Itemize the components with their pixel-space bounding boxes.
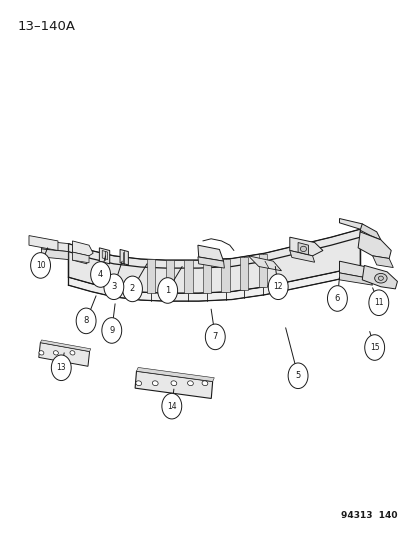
Text: 1: 1 [165,286,170,295]
Polygon shape [248,256,281,271]
Polygon shape [40,340,90,351]
Circle shape [327,286,347,311]
Polygon shape [297,243,308,255]
Circle shape [90,262,110,287]
Circle shape [287,363,307,389]
Text: 10: 10 [36,261,45,270]
Text: 2: 2 [130,285,135,293]
Text: 13–140A: 13–140A [17,20,75,33]
Polygon shape [68,229,359,293]
Text: 3: 3 [111,282,116,291]
Polygon shape [72,252,87,264]
Polygon shape [72,252,89,263]
Polygon shape [339,261,376,278]
Ellipse shape [202,381,207,386]
Polygon shape [289,251,314,262]
Circle shape [157,278,177,303]
Text: 9: 9 [109,326,114,335]
Polygon shape [289,237,322,256]
Polygon shape [147,260,155,293]
Circle shape [161,393,181,419]
Circle shape [104,274,123,300]
Circle shape [364,335,384,360]
Polygon shape [39,343,89,366]
Polygon shape [136,367,214,382]
Ellipse shape [171,381,176,386]
Polygon shape [197,245,223,261]
Polygon shape [357,232,390,259]
Polygon shape [165,260,173,293]
Ellipse shape [135,381,141,386]
Polygon shape [68,266,359,301]
Polygon shape [359,224,380,240]
Polygon shape [72,244,87,256]
Text: 15: 15 [369,343,379,352]
Text: 13: 13 [56,364,66,372]
Polygon shape [258,254,266,287]
Text: 7: 7 [212,333,217,341]
Ellipse shape [377,276,382,280]
Polygon shape [197,257,224,268]
Polygon shape [41,249,68,260]
Circle shape [31,253,50,278]
Polygon shape [135,371,212,399]
Circle shape [122,276,142,302]
Polygon shape [339,273,372,285]
Polygon shape [41,241,68,252]
Circle shape [102,318,121,343]
Text: 6: 6 [334,294,339,303]
Circle shape [51,355,71,381]
Ellipse shape [299,246,306,252]
Circle shape [205,324,225,350]
Polygon shape [29,236,58,251]
Ellipse shape [187,381,193,386]
Ellipse shape [374,273,386,283]
Circle shape [368,290,388,316]
Text: 12: 12 [273,282,282,291]
Polygon shape [372,256,392,268]
Polygon shape [361,265,396,289]
Polygon shape [72,241,93,256]
Polygon shape [184,260,192,293]
Polygon shape [221,259,229,292]
Ellipse shape [152,381,158,386]
Text: 4: 4 [98,270,103,279]
Polygon shape [202,260,211,293]
Polygon shape [99,248,109,264]
Ellipse shape [53,351,58,355]
Ellipse shape [70,351,75,355]
Text: 94313  140: 94313 140 [340,511,396,520]
Polygon shape [339,219,370,233]
Text: 8: 8 [83,317,88,325]
Text: 5: 5 [295,372,300,380]
Text: 14: 14 [166,402,176,410]
Circle shape [76,308,96,334]
Ellipse shape [39,351,44,355]
Circle shape [268,274,287,300]
Text: 11: 11 [373,298,382,307]
Polygon shape [240,256,248,290]
Polygon shape [120,249,128,265]
Polygon shape [102,251,107,260]
